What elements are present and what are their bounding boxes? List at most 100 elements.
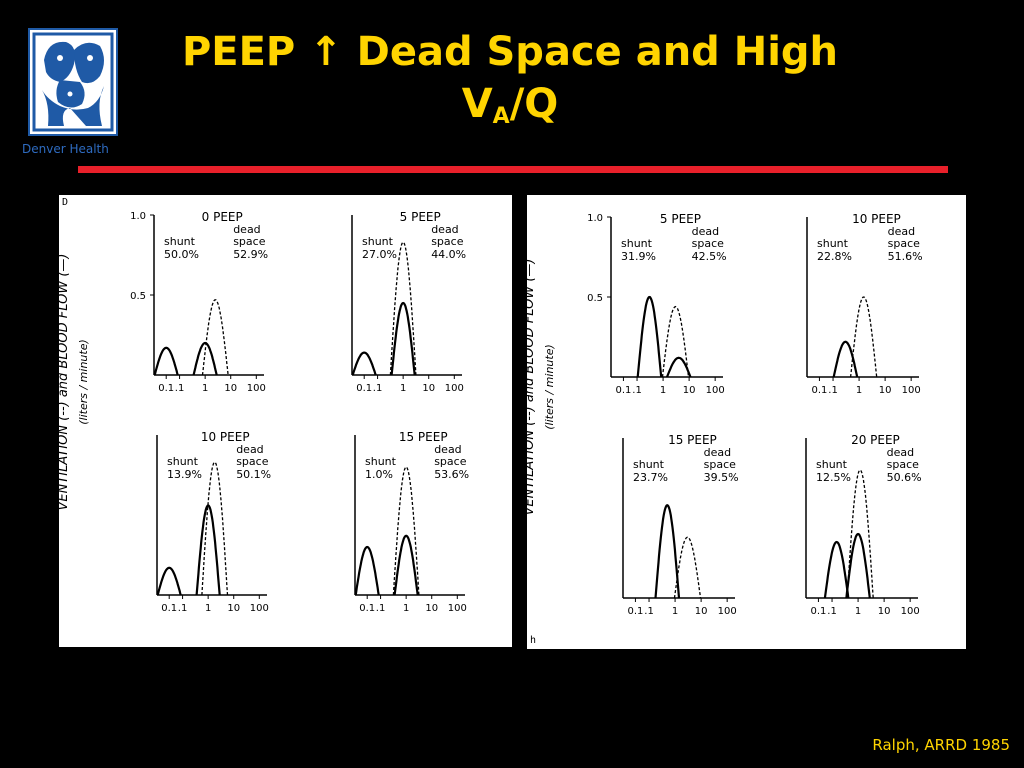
blood-flow-curve (665, 356, 692, 378)
blood-flow-curve (390, 301, 416, 376)
x-tick-label: 1 (403, 603, 409, 614)
x-tick-label: 1 (400, 383, 406, 394)
figure-right: h VENTILATION (--) and BLOOD FLOW (—) (l… (522, 195, 966, 649)
y-axis-label-main: VENTILATION (--) and BLOOD FLOW (—) (56, 253, 71, 511)
x-tick-label: 0.1 (810, 606, 826, 617)
x-tick-label: 100 (445, 383, 464, 394)
dead-space-label: dead (434, 443, 461, 456)
shunt-value: 22.8% (817, 250, 852, 263)
dead-space-label: dead (692, 225, 719, 238)
citation: Ralph, ARRD 1985 (872, 736, 1010, 754)
x-tick-label: .1 (827, 606, 837, 617)
x-tick-label: 1 (202, 383, 208, 394)
x-tick-label: 1 (205, 603, 211, 614)
x-tick-label: 1 (855, 606, 861, 617)
x-tick-label: 0.1 (615, 385, 631, 396)
title-underline-bar (78, 166, 948, 173)
x-tick-label: 100 (448, 603, 467, 614)
dead-space-value: 53.6% (434, 468, 469, 481)
chart-title: 15 PEEP (668, 433, 717, 447)
shunt-label: shunt (164, 235, 196, 248)
dead-space-label: space (434, 455, 467, 468)
shunt-value: 1.0% (365, 468, 393, 481)
ventilation-curve (201, 299, 229, 376)
title-v: V (461, 81, 493, 127)
blood-flow-curve (192, 341, 218, 376)
x-tick-label: 0.1 (158, 383, 174, 394)
ventilation-curve (846, 469, 874, 599)
x-tick-label: 100 (901, 606, 920, 617)
title-q: /Q (509, 81, 559, 127)
x-tick-label: 10 (422, 383, 435, 394)
x-tick-label: 10 (683, 385, 696, 396)
x-tick-label: 1 (856, 385, 862, 396)
corner-label: D (62, 197, 69, 208)
x-tick-label: 0.1 (161, 603, 177, 614)
chart-title: 5 PEEP (400, 210, 441, 224)
chart-title: 20 PEEP (851, 433, 900, 447)
ventilation-curve (849, 296, 878, 378)
dead-space-value: 52.9% (233, 248, 268, 261)
x-tick-label: 100 (902, 385, 921, 396)
x-tick-label: 10 (425, 603, 438, 614)
x-tick-label: .1 (644, 606, 654, 617)
x-tick-label: 0.1 (356, 383, 372, 394)
shunt-value: 50.0% (164, 248, 199, 261)
ventilation-curve (201, 461, 229, 596)
shunt-label: shunt (365, 455, 397, 468)
dead-space-value: 51.6% (888, 250, 923, 263)
x-tick-label: 100 (247, 383, 266, 394)
denver-health-logo (28, 28, 118, 136)
title-sub-a: A (492, 104, 510, 129)
family-logo-icon (32, 32, 114, 132)
blood-flow-curve (654, 503, 681, 599)
figure-left: D VENTILATION (--) and BLOOD FLOW (—) (l… (56, 195, 512, 647)
y-axis-label: VENTILATION (--) and BLOOD FLOW (—) (lit… (522, 217, 556, 557)
x-tick-label: 0.1 (359, 603, 375, 614)
blood-flow-curve (351, 351, 377, 376)
shunt-label: shunt (817, 237, 849, 250)
x-tick-label: .1 (373, 383, 383, 394)
shunt-value: 12.5% (816, 471, 851, 484)
blood-flow-curve (195, 504, 221, 596)
blood-flow-curve (156, 566, 182, 596)
x-tick-label: .1 (632, 385, 642, 396)
shunt-label: shunt (816, 458, 848, 471)
blood-flow-curve (832, 340, 859, 378)
blood-flow-curve (393, 534, 419, 596)
chart-title: 5 PEEP (660, 212, 701, 226)
y-axis-label: VENTILATION (--) and BLOOD FLOW (—) (lit… (56, 212, 90, 552)
x-tick-label: 10 (879, 385, 892, 396)
dead-space-value: 50.1% (236, 468, 271, 481)
logo-caption: Denver Health (22, 142, 109, 156)
ventilation-curve (389, 241, 417, 376)
chart-title: 15 PEEP (399, 430, 448, 444)
shunt-value: 23.7% (633, 471, 668, 484)
ventilation-curve (661, 305, 690, 378)
shunt-value: 27.0% (362, 248, 397, 261)
x-tick-label: .1 (178, 603, 188, 614)
blood-flow-curve (354, 545, 380, 596)
blood-flow-curve (823, 540, 850, 599)
dead-space-label: dead (887, 446, 914, 459)
x-tick-label: 100 (706, 385, 725, 396)
dead-space-label: space (692, 237, 725, 250)
shunt-label: shunt (362, 235, 394, 248)
dead-space-label: space (704, 458, 737, 471)
dead-space-label: space (888, 237, 921, 250)
y-axis-label-main: VENTILATION (--) and BLOOD FLOW (—) (522, 258, 537, 516)
dead-space-label: dead (888, 225, 915, 238)
ventilation-curve (673, 536, 702, 599)
x-tick-label: 100 (718, 606, 737, 617)
blood-flow-curve (845, 532, 871, 599)
dead-space-label: space (233, 235, 266, 248)
x-tick-label: 10 (224, 383, 237, 394)
dead-space-label: space (887, 458, 920, 471)
dead-space-label: space (236, 455, 269, 468)
x-tick-label: .1 (175, 383, 185, 394)
x-tick-label: 0.1 (811, 385, 827, 396)
shunt-label: shunt (621, 237, 653, 250)
title-line-1: PEEP ↑ Dead Space and High (181, 29, 839, 75)
